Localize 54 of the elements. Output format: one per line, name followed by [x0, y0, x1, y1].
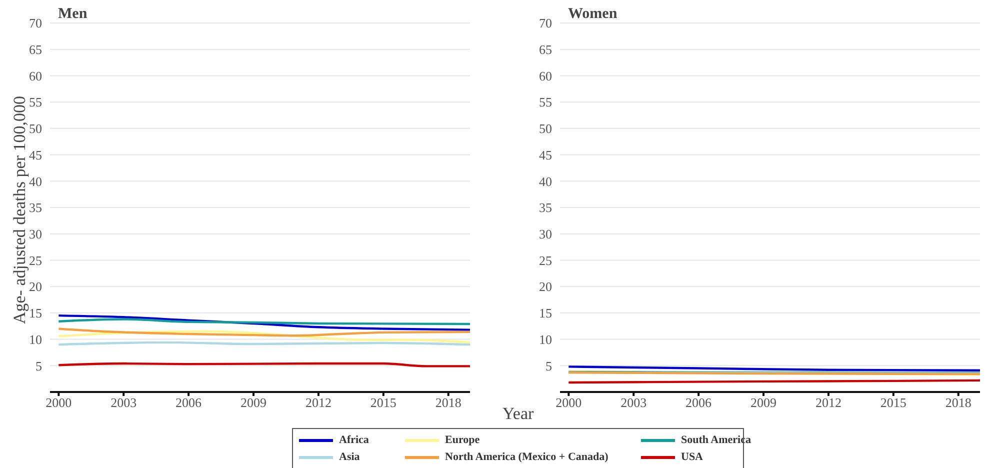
y-tick-label: 15: [539, 306, 552, 321]
x-axis-title: Year: [502, 404, 534, 424]
y-tick-label: 20: [539, 279, 552, 294]
y-tick-label: 25: [29, 252, 42, 268]
y-tick-label: 30: [539, 226, 552, 242]
x-tick-label: 2009: [240, 395, 267, 410]
x-tick-label: 2006: [176, 395, 202, 410]
y-tick-label: 40: [539, 174, 552, 189]
y-tick-label: 30: [29, 226, 42, 242]
line-series: [58, 314, 470, 331]
y-tick-label: 20: [29, 279, 42, 294]
y-tick-label: 60: [539, 68, 552, 84]
x-tick-label: 2015: [880, 395, 906, 410]
y-tick-label: 5: [36, 358, 42, 374]
line-series: [58, 328, 470, 337]
x-tick-label: 2015: [370, 395, 396, 410]
x-tick-label: 2009: [750, 395, 777, 410]
y-tick-label: 70: [29, 16, 42, 31]
y-tick-label: 40: [29, 174, 42, 189]
y-tick-label: 55: [29, 94, 42, 110]
y-tick-label: 50: [29, 121, 42, 136]
legend-label: USA: [681, 450, 704, 465]
y-tick-label: 65: [539, 42, 552, 57]
y-tick-label: 55: [539, 94, 552, 110]
legend-label: Europe: [445, 433, 481, 448]
x-tick-label: 2000: [46, 395, 72, 410]
chart-title: Women: [568, 6, 618, 23]
legend-label: Africa: [339, 433, 370, 448]
x-tick-label: 2012: [305, 395, 332, 410]
x-tick-label: 2003: [110, 395, 137, 410]
y-tick-label: 60: [29, 68, 42, 84]
y-tick-label: 35: [539, 200, 552, 216]
y-tick-label: 10: [539, 332, 552, 347]
line-series: [58, 330, 470, 344]
y-axis-title: Age- adjusted deaths per 100,000: [10, 96, 29, 324]
y-tick-label: 25: [539, 252, 552, 268]
y-tick-label: 50: [539, 121, 552, 136]
y-tick-label: 45: [29, 147, 42, 162]
x-tick-label: 2012: [815, 395, 842, 410]
y-tick-label: 65: [29, 42, 42, 57]
chart-title: Men: [58, 6, 88, 23]
y-tick-label: 15: [29, 306, 42, 321]
y-tick-label: 5: [546, 358, 552, 374]
x-tick-label: 2006: [686, 395, 712, 410]
x-tick-label: 2018: [435, 395, 462, 410]
legend-label: North America (Mexico + Canada): [445, 450, 610, 465]
y-tick-label: 10: [29, 332, 42, 347]
y-tick-label: 70: [539, 16, 552, 31]
x-tick-label: 2003: [620, 395, 647, 410]
x-tick-label: 2000: [556, 395, 582, 410]
x-tick-label: 2018: [945, 395, 972, 410]
y-tick-label: 45: [539, 147, 552, 162]
legend-label: Asia: [339, 450, 361, 465]
y-tick-label: 35: [29, 200, 42, 216]
